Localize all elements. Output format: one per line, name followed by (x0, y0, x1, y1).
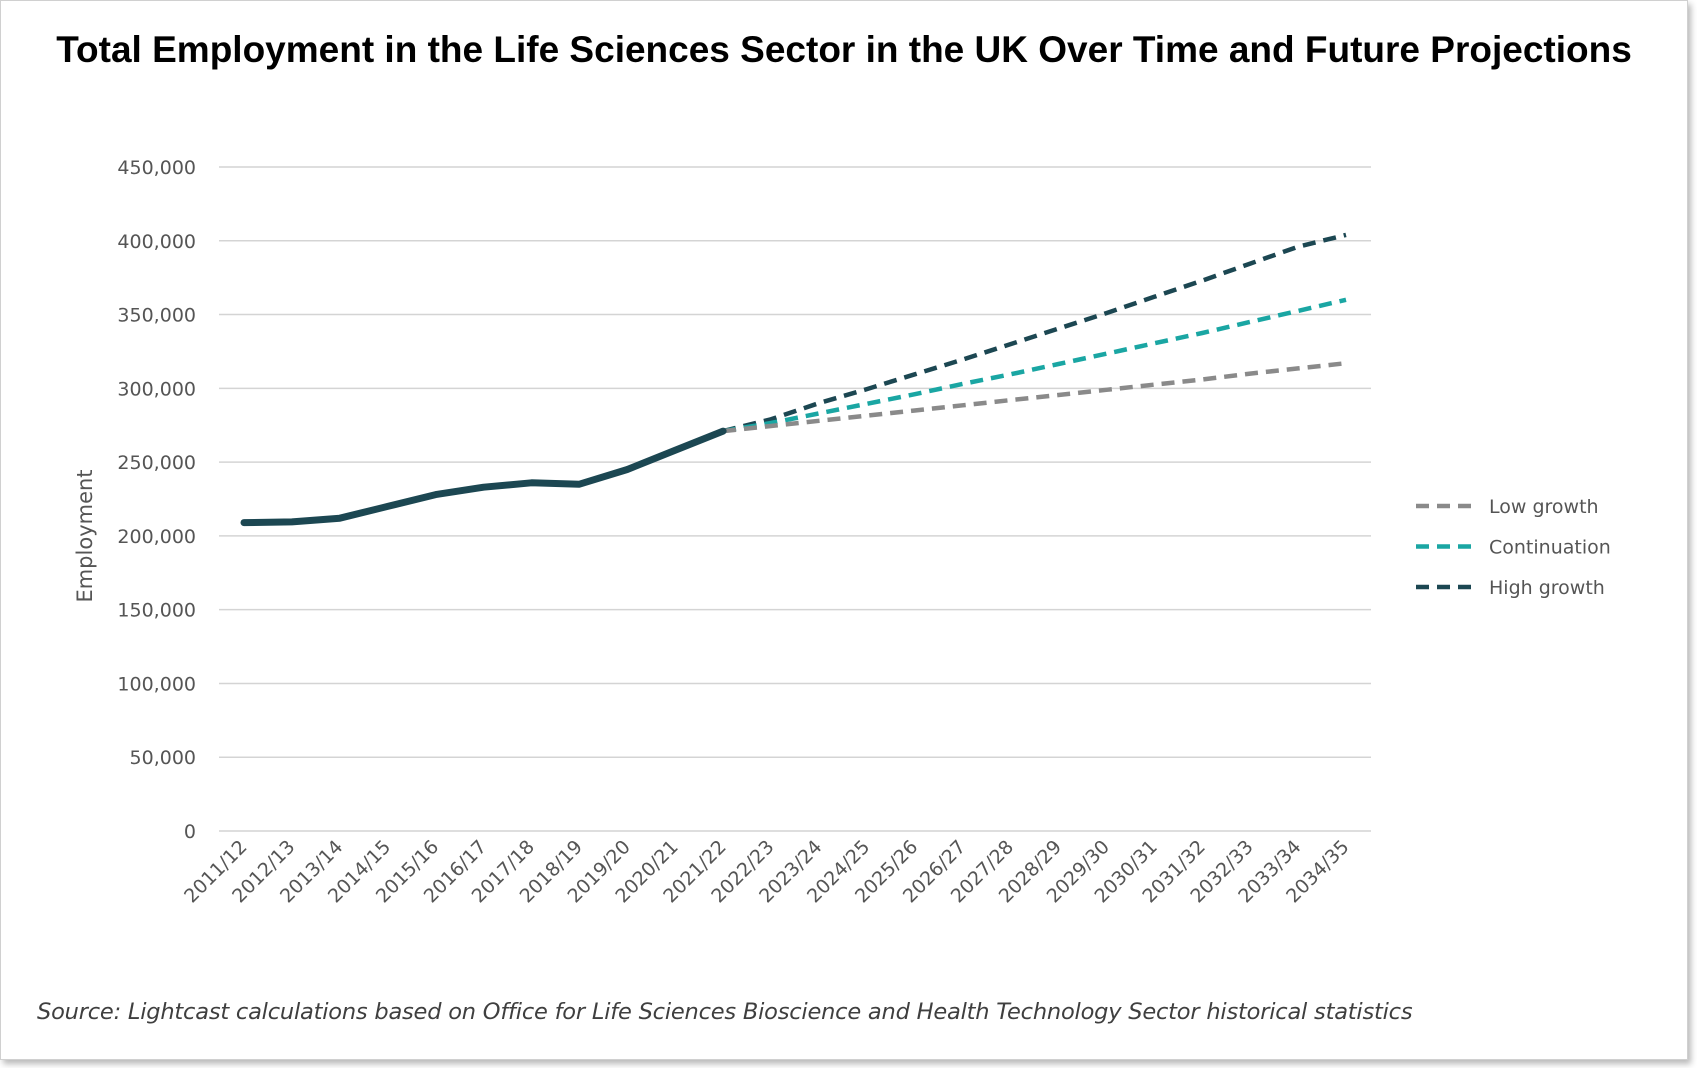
gridlines (219, 166, 1371, 832)
y-axis-ticks: 0 50,000 100,000 150,000 200,000 250,000 300,0… (117, 157, 196, 843)
y-tick-label: 50,000 (130, 747, 196, 769)
legend-item: Low growth (1416, 496, 1599, 518)
legend-label: Continuation (1489, 537, 1611, 559)
series-line-historical (240, 427, 727, 527)
series-line-low-growth (722, 360, 1347, 434)
legend-label: Low growth (1489, 496, 1599, 518)
y-tick-label: 400,000 (117, 231, 196, 253)
y-tick-label: 0 (184, 821, 196, 843)
legend: Low growth Continuation High growth (1416, 496, 1611, 599)
legend-label: High growth (1489, 577, 1605, 599)
legend-item: High growth (1416, 577, 1605, 599)
y-tick-label: 300,000 (117, 378, 196, 400)
y-tick-label: 450,000 (117, 157, 196, 179)
y-tick-label: 150,000 (117, 600, 196, 622)
x-axis-ticks: 2011/122012/132013/142014/152015/162016/… (180, 836, 1353, 907)
source-note: Source: Lightcast calculations based on … (37, 999, 1413, 1025)
y-tick-label: 100,000 (117, 673, 196, 695)
series-lines (240, 232, 1347, 527)
chart-title: Total Employment in the Life Sciences Se… (56, 29, 1632, 70)
y-tick-label: 250,000 (117, 452, 196, 474)
series-line-high-growth (722, 232, 1347, 434)
y-tick-label: 350,000 (117, 305, 196, 327)
series-line-continuation (722, 297, 1347, 434)
legend-item: Continuation (1416, 537, 1611, 559)
y-axis-label: Employment (73, 469, 97, 602)
y-tick-label: 200,000 (117, 526, 196, 548)
